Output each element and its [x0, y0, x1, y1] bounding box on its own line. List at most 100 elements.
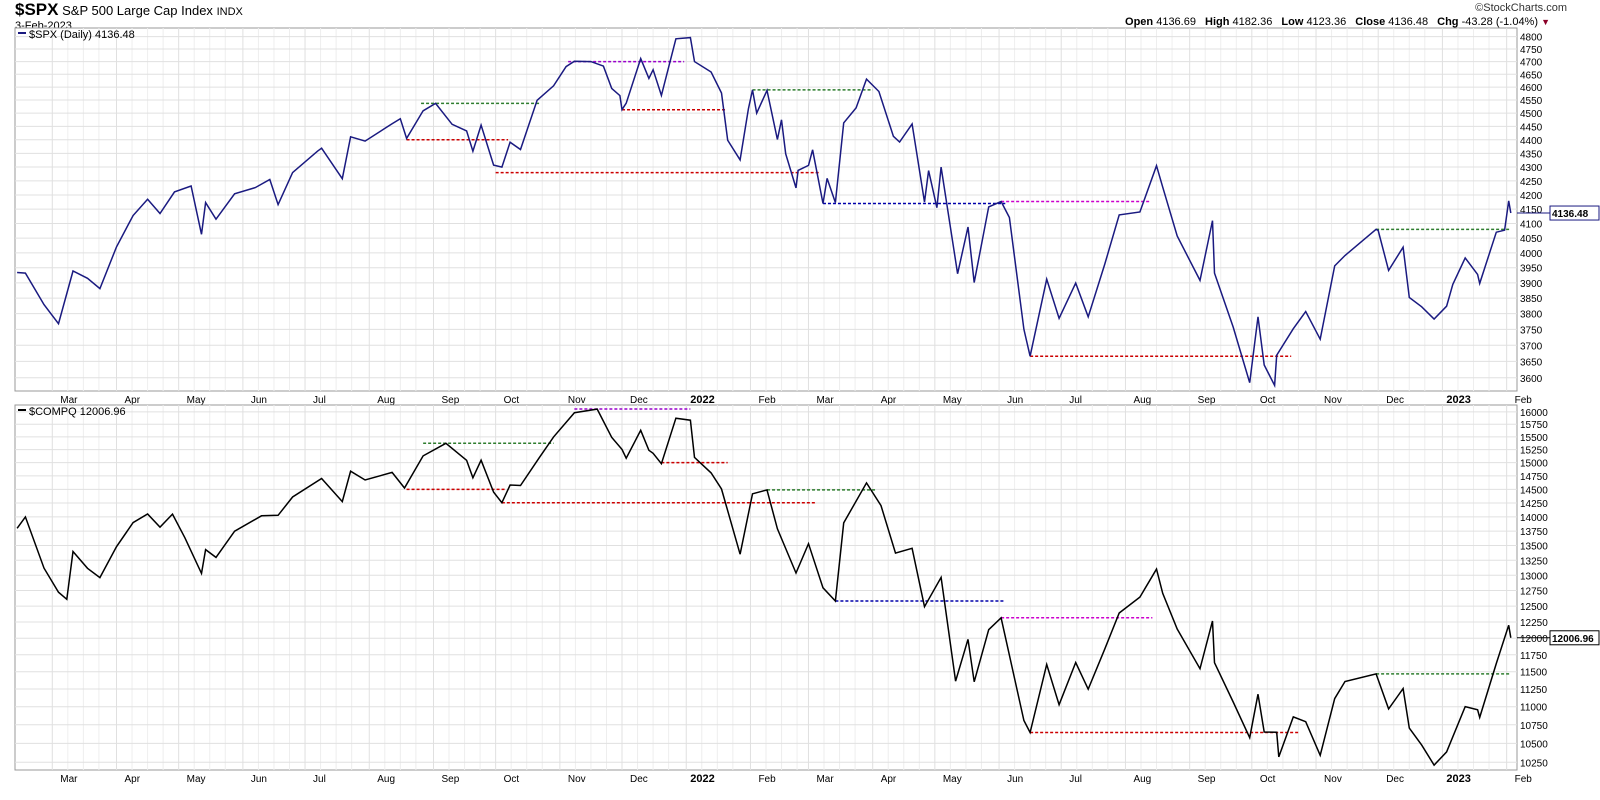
y-tick-label: 14250: [1520, 499, 1548, 510]
x-tick-label: Sep: [1198, 774, 1216, 785]
x-tick-label: Nov: [568, 395, 586, 406]
x-tick-label: Feb: [1515, 395, 1533, 406]
y-tick-label: 4550: [1520, 96, 1543, 107]
y-tick-label: 12250: [1520, 618, 1548, 629]
x-tick-label: May: [943, 395, 962, 406]
legend-swatch: [18, 409, 26, 411]
legend-swatch: [18, 32, 26, 34]
x-tick-label: Sep: [441, 774, 459, 785]
y-tick-label: 4800: [1520, 33, 1543, 44]
chart-title: $SPX S&P 500 Large Cap Index INDX: [15, 1, 243, 21]
y-tick-label: 4600: [1520, 83, 1543, 94]
y-tick-label: 16000: [1520, 408, 1548, 419]
x-tick-label: May: [187, 774, 206, 785]
x-tick-label: Mar: [816, 395, 834, 406]
y-tick-label: 13750: [1520, 527, 1548, 538]
y-tick-label: 15000: [1520, 459, 1548, 470]
x-tick-label: Oct: [1260, 774, 1276, 785]
x-tick-label: Mar: [60, 774, 78, 785]
open-value: 4136.69: [1156, 16, 1196, 28]
x-tick-label: Dec: [1386, 774, 1404, 785]
y-tick-label: 4100: [1520, 220, 1543, 231]
y-tick-label: 3900: [1520, 279, 1543, 290]
y-tick-label: 11750: [1520, 651, 1548, 662]
x-tick-label: May: [943, 774, 962, 785]
chg-value: -43.28 (-1.04%): [1461, 16, 1539, 28]
last-price-label: 12006.96: [1552, 634, 1594, 645]
x-tick-label: Jul: [313, 395, 326, 406]
price-line: [16, 408, 1512, 767]
y-tick-label: 4250: [1520, 177, 1543, 188]
y-tick-label: 3800: [1520, 310, 1543, 321]
x-tick-label: Apr: [125, 395, 141, 406]
last-price-box: [1549, 205, 1600, 221]
x-tick-label: Apr: [881, 774, 897, 785]
y-tick-label: 4650: [1520, 70, 1543, 81]
x-tick-label: Aug: [1133, 774, 1151, 785]
y-tick-label: 4200: [1520, 191, 1543, 202]
y-tick-label: 12500: [1520, 602, 1548, 613]
y-tick-label: 4300: [1520, 163, 1543, 174]
y-tick-label: 3600: [1520, 374, 1543, 385]
brand-logo[interactable]: ©StockCharts.com: [1475, 2, 1567, 14]
legend-label: $SPX (Daily) 4136.48: [29, 29, 135, 41]
y-tick-label: 4350: [1520, 149, 1543, 160]
y-tick-label: 10750: [1520, 721, 1548, 732]
y-tick-label: 4150: [1520, 205, 1543, 216]
y-tick-label: 4000: [1520, 249, 1543, 260]
x-tick-label: Feb: [758, 395, 776, 406]
last-price-label: 4136.48: [1552, 209, 1589, 220]
x-tick-label: Jun: [251, 774, 267, 785]
x-tick-label: Jun: [251, 395, 267, 406]
x-tick-label: Apr: [881, 395, 897, 406]
x-tick-label: Jun: [1007, 774, 1023, 785]
x-tick-label: Aug: [1133, 395, 1151, 406]
x-tick-label: Sep: [1198, 395, 1216, 406]
open-label: Open: [1125, 16, 1154, 28]
x-tick-label: Nov: [1324, 395, 1342, 406]
x-tick-label: Dec: [1386, 395, 1404, 406]
y-tick-label: 15500: [1520, 433, 1548, 444]
y-tick-label: 15750: [1520, 420, 1548, 431]
y-tick-label: 3750: [1520, 325, 1543, 336]
x-tick-label: Jul: [1069, 395, 1082, 406]
y-tick-label: 11500: [1520, 668, 1548, 679]
chg-label: Chg: [1437, 16, 1459, 28]
y-tick-label: 13500: [1520, 542, 1548, 553]
x-tick-label: Sep: [441, 395, 459, 406]
y-tick-label: 14000: [1520, 513, 1548, 524]
y-tick-label: 12750: [1520, 587, 1548, 598]
down-triangle-icon: ▼: [1541, 17, 1550, 27]
y-tick-label: 3950: [1520, 264, 1543, 275]
x-tick-label: Oct: [1260, 395, 1276, 406]
y-tick-label: 4400: [1520, 136, 1543, 147]
y-tick-label: 11250: [1520, 685, 1548, 696]
y-tick-label: 14500: [1520, 485, 1548, 496]
y-tick-label: 10250: [1520, 758, 1548, 769]
x-tick-label: Nov: [1324, 774, 1342, 785]
y-tick-label: 4750: [1520, 45, 1543, 56]
y-tick-label: 4050: [1520, 234, 1543, 245]
y-tick-label: 3700: [1520, 341, 1543, 352]
y-tick-label: 12000: [1520, 634, 1548, 645]
y-tick-label: 13000: [1520, 571, 1548, 582]
price-line: [17, 36, 1512, 389]
symbol: $SPX: [15, 0, 59, 19]
y-tick-label: 4450: [1520, 122, 1543, 133]
x-tick-label: Feb: [758, 774, 776, 785]
low-label: Low: [1281, 16, 1304, 28]
y-tick-label: 15250: [1520, 446, 1548, 457]
x-tick-label: Oct: [504, 774, 520, 785]
x-tick-label: Mar: [816, 774, 834, 785]
x-tick-label: Apr: [125, 774, 141, 785]
x-tick-label: Feb: [1515, 774, 1533, 785]
close-label: Close: [1355, 16, 1386, 28]
x-tick-label: 2022: [690, 394, 714, 406]
x-tick-label: Dec: [630, 774, 648, 785]
x-tick-label: Aug: [377, 774, 395, 785]
y-tick-label: 4500: [1520, 109, 1543, 120]
y-tick-label: 10500: [1520, 739, 1548, 750]
y-tick-label: 3650: [1520, 357, 1543, 368]
last-price-box: [1549, 630, 1600, 646]
